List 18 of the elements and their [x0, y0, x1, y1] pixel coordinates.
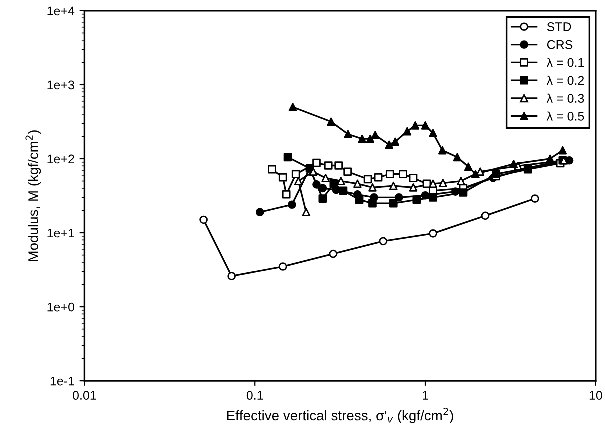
x-tick-label: 1 [422, 391, 428, 400]
y-tick-label: 1e+1 [48, 228, 74, 238]
y-tick-label: 1e-1 [50, 376, 74, 386]
x-tick-label: 10 [590, 391, 602, 400]
y-tick-label: 1e+4 [48, 6, 75, 16]
legend-label: λ = 0.2 [546, 76, 584, 86]
y-axis-title: Modulus, M (kgf/cm$^{2}$) [26, 130, 42, 262]
legend-label: CRS [547, 40, 573, 50]
legend-label: STD [547, 22, 572, 32]
legend-label: λ = 0.1 [546, 58, 584, 68]
x-axis-title: Effective vertical stress, σ'$_{v}$ (kgf/cm$^{2}$) [227, 408, 454, 424]
legend-label: λ = 0.5 [546, 112, 584, 121]
y-tick-label: 1e+3 [48, 80, 74, 90]
y-tick-label: 1e+2 [48, 154, 74, 164]
y-tick-label: 1e+0 [48, 302, 74, 312]
legend-label: λ = 0.3 [546, 94, 584, 103]
x-tick-label: 0.01 [73, 391, 96, 400]
x-tick-label: 0.1 [246, 391, 264, 400]
